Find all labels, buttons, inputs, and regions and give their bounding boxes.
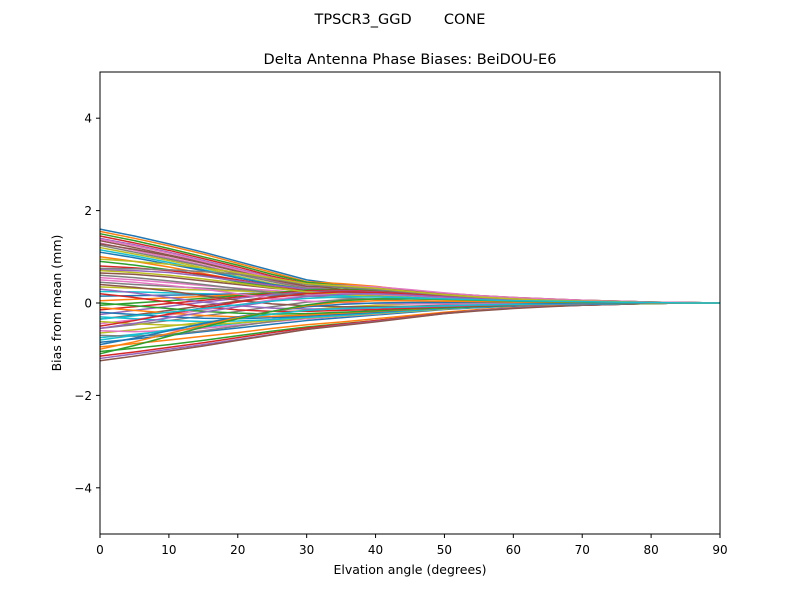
y-tick-label: −4 [74, 481, 92, 495]
x-tick-label: 60 [506, 543, 521, 557]
x-tick-label: 0 [96, 543, 104, 557]
x-tick-label: 80 [643, 543, 658, 557]
x-tick-label: 30 [299, 543, 314, 557]
series-line-60 [99, 296, 720, 320]
x-tick-label: 20 [230, 543, 245, 557]
figure-suptitle: TPSCR3_GGD CONE [314, 12, 486, 28]
y-tick-label: 4 [84, 112, 92, 126]
y-tick-label: 0 [84, 297, 92, 311]
y-tick-label: 2 [84, 204, 92, 218]
x-tick-label: 10 [161, 543, 176, 557]
x-axis-label: Elvation angle (degrees) [333, 562, 486, 577]
y-tick-label: −2 [74, 389, 92, 403]
series-group [99, 228, 721, 362]
y-axis-label: Bias from mean (mm) [49, 235, 64, 372]
x-tick-label: 40 [368, 543, 383, 557]
chart-title: Delta Antenna Phase Biases: BeiDOU-E6 [264, 52, 557, 68]
y-axis: −4 −2 0 2 4 [74, 112, 100, 495]
x-axis: 0 10 20 30 40 50 60 70 80 90 [96, 534, 728, 557]
x-tick-label: 90 [712, 543, 727, 557]
plot-area [99, 71, 721, 535]
x-tick-label: 70 [575, 543, 590, 557]
x-tick-label: 50 [437, 543, 452, 557]
